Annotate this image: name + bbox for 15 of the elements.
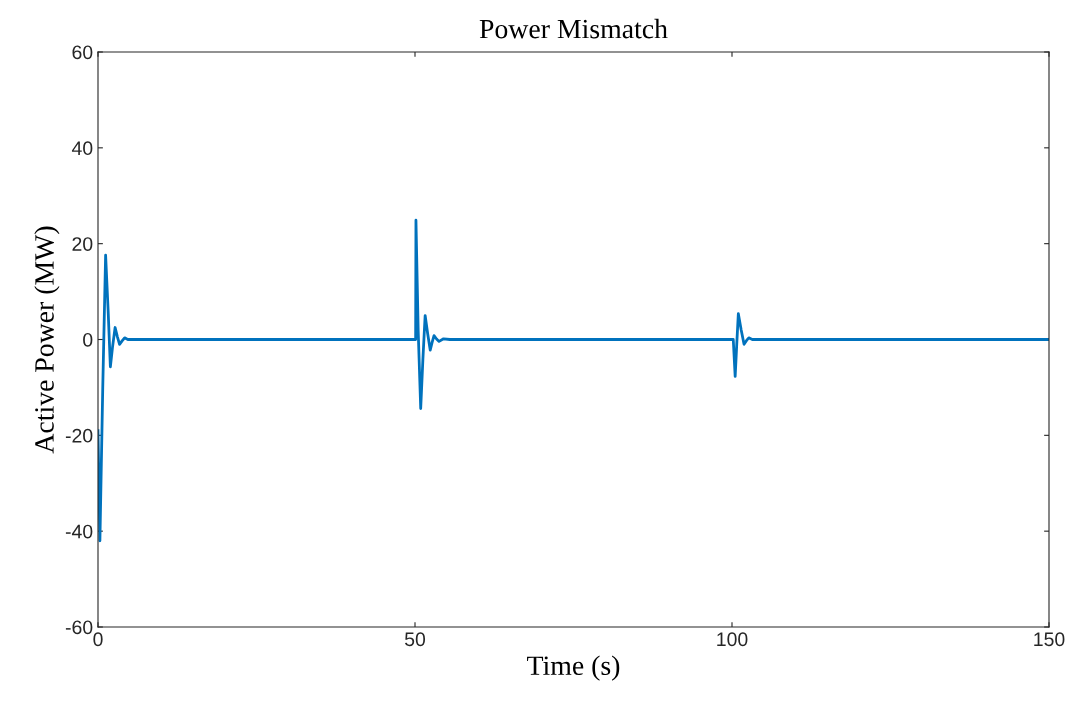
y-tick-label: -20	[65, 428, 93, 443]
x-tick-label: 100	[717, 632, 748, 647]
y-tick-label: -40	[65, 524, 93, 539]
y-tick-label: -60	[65, 620, 93, 635]
line-series	[98, 218, 1049, 543]
y-axis-title: Active Power (MW)	[34, 226, 60, 454]
y-tick-label: 0	[83, 332, 93, 347]
x-axis-title: Time (s)	[527, 655, 620, 681]
chart-title: Power Mismatch	[479, 18, 668, 39]
y-tick-label: 40	[71, 141, 93, 156]
x-tick-label: 0	[93, 632, 103, 647]
y-tick-label: 20	[72, 237, 93, 251]
x-tick-label: 50	[404, 632, 426, 647]
x-tick-label: 150	[1034, 632, 1065, 647]
y-tick-label: 60	[72, 45, 93, 60]
